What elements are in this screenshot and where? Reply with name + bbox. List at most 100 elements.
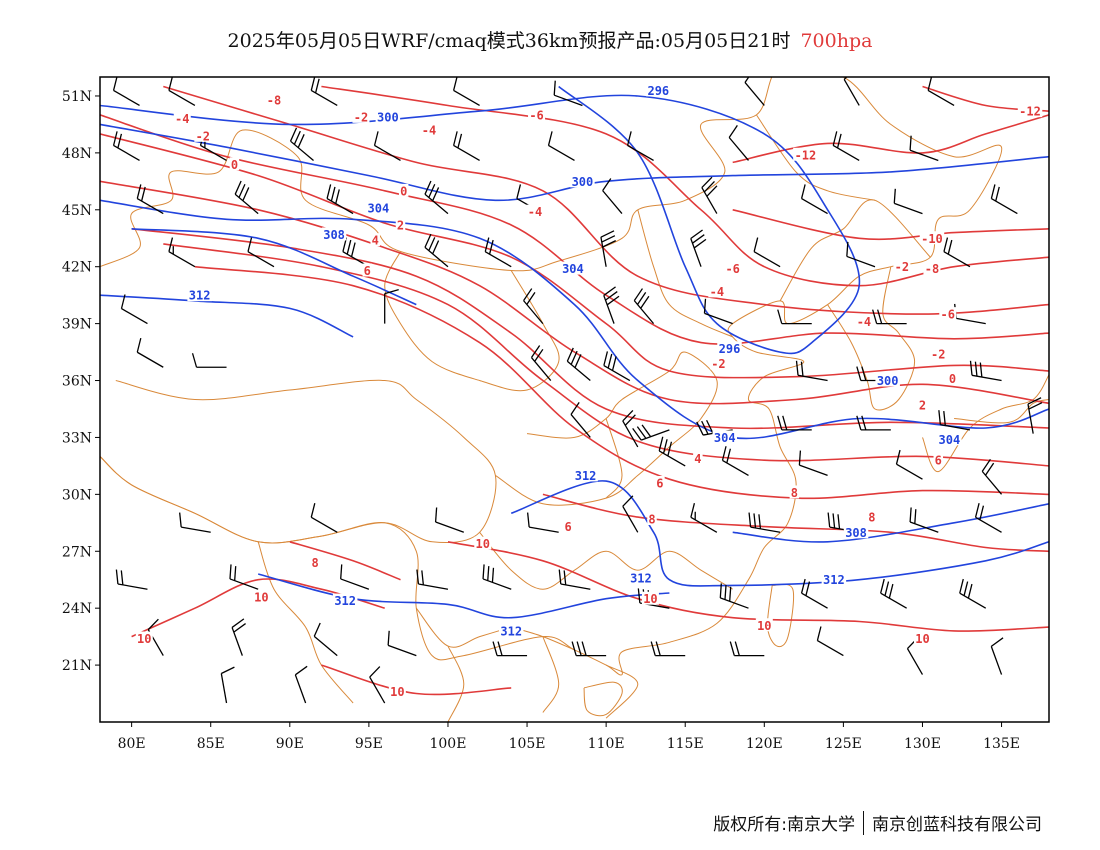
lat-tick-label: 30N xyxy=(62,487,92,503)
temperature-contour xyxy=(194,265,1049,500)
contour-label: -6 xyxy=(941,308,955,322)
wind-barb xyxy=(484,237,512,268)
contour-label: 6 xyxy=(565,520,572,534)
contour-label: 10 xyxy=(254,590,268,604)
wind-barb xyxy=(990,184,1018,215)
contour-label: 6 xyxy=(935,454,942,468)
lon-tick-label: 125E xyxy=(825,736,862,752)
lat-tick-label: 51N xyxy=(62,89,92,105)
contour-label-bg xyxy=(570,174,595,188)
wind-barb xyxy=(247,237,275,268)
wind-barb xyxy=(816,626,844,657)
wind-barb xyxy=(632,424,670,441)
contour-label-bg xyxy=(867,510,877,524)
pressure-level-label: 700hpa xyxy=(800,30,873,52)
contour-label: -10 xyxy=(921,232,943,246)
boundary-line xyxy=(766,583,795,648)
contour-label-bg xyxy=(265,92,283,106)
contour-label-bg xyxy=(937,432,962,446)
wind-barb xyxy=(310,77,338,107)
wind-barb xyxy=(179,512,211,533)
wind-barb xyxy=(384,288,399,324)
contour-label-bg xyxy=(717,341,742,355)
contour-label-bg xyxy=(712,430,738,444)
wind-barb xyxy=(701,176,718,214)
contour-label: 8 xyxy=(648,513,655,527)
contour-label: 10 xyxy=(757,619,771,633)
wind-barb xyxy=(434,507,465,533)
contour-label: -8 xyxy=(267,93,281,107)
contour-label-bg xyxy=(693,451,703,465)
contour-label: 312 xyxy=(575,469,597,483)
wind-barb xyxy=(974,503,1002,533)
contour-label-bg xyxy=(923,261,941,275)
lon-tick-label: 95E xyxy=(355,736,383,752)
boundary-line xyxy=(479,531,733,590)
wind-barb xyxy=(927,77,955,107)
lat-tick-label: 45N xyxy=(62,203,92,219)
wind-barb xyxy=(120,294,148,325)
wind-barb xyxy=(530,345,552,381)
contour-label-bg xyxy=(252,589,270,603)
temperature-contour xyxy=(100,133,1049,379)
contour-label-bg xyxy=(939,307,957,321)
wind-barb xyxy=(909,135,939,162)
contour-label-bg xyxy=(310,555,320,569)
temperature-contour xyxy=(289,541,401,581)
contour-label: -4 xyxy=(857,315,871,329)
contour-label: -6 xyxy=(725,262,739,276)
wind-barb xyxy=(753,237,781,268)
contour-label-bg xyxy=(498,623,524,637)
wind-barb xyxy=(721,446,749,476)
contour-label: 10 xyxy=(476,537,490,551)
contour-label: 312 xyxy=(334,594,356,608)
temperature-contour xyxy=(542,493,1049,553)
contour-label: 6 xyxy=(364,264,371,278)
contour-label-bg xyxy=(526,204,544,218)
copyright-text: 版权所有:南京大学 xyxy=(713,815,855,835)
lat-tick-label: 36N xyxy=(62,374,92,390)
boundary-line xyxy=(922,374,1049,473)
contour-label-bg xyxy=(628,570,654,584)
boundary-line xyxy=(495,351,718,506)
contour-label: 300 xyxy=(377,110,399,124)
lat-tick-label: 21N xyxy=(62,658,92,674)
contour-label-bg xyxy=(366,200,391,214)
contour-label-bg xyxy=(560,261,586,275)
contour-label: -4 xyxy=(710,285,724,299)
contour-label: 10 xyxy=(390,685,404,699)
temperature-contours xyxy=(100,85,1049,696)
contour-label: 304 xyxy=(939,433,961,447)
contour-label-bg xyxy=(913,631,931,645)
wind-barb xyxy=(294,665,308,704)
contour-label-bg xyxy=(755,618,773,632)
boundary-line xyxy=(583,681,623,717)
wind-barb xyxy=(650,641,686,657)
wind-barb xyxy=(229,564,259,590)
wind-barb xyxy=(800,578,828,609)
wind-barb xyxy=(981,458,1003,495)
contour-label: 296 xyxy=(647,84,669,98)
height-contour xyxy=(257,573,670,619)
wind-barb xyxy=(231,618,246,656)
contour-label-bg xyxy=(933,453,944,467)
contour-label-bg xyxy=(646,83,671,97)
temperature-contour xyxy=(321,664,512,696)
wind-barb xyxy=(895,449,923,480)
wind-barb xyxy=(600,230,617,267)
wind-barb xyxy=(690,229,707,267)
contour-label: 8 xyxy=(791,486,798,500)
wind-barb xyxy=(622,410,639,448)
contour-label-bg xyxy=(388,684,406,698)
wind-barb xyxy=(115,569,148,590)
boundary-line xyxy=(954,399,1049,424)
contour-label-bg xyxy=(789,485,800,499)
map-title: 2025年05月05日WRF/cmaq模式36km预报产品:05月05日21时 7… xyxy=(0,26,1100,53)
wind-barb xyxy=(424,180,449,215)
wind-barb xyxy=(777,309,812,325)
lon-tick-label: 115E xyxy=(667,736,704,752)
wind-barb xyxy=(954,303,986,325)
wind-barb xyxy=(969,360,1002,382)
contour-label-bg xyxy=(641,591,659,605)
